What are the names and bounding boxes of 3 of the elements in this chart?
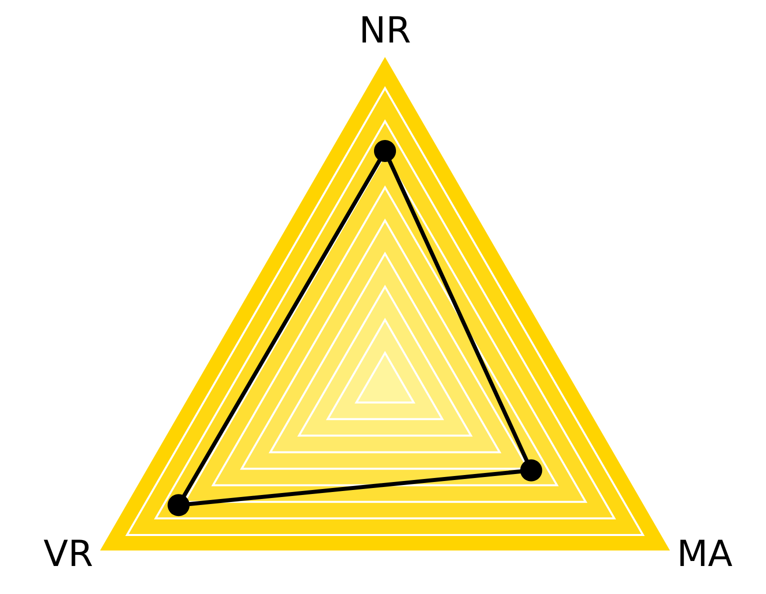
spoke-label: NR — [359, 10, 411, 52]
spoke-label: VR — [44, 534, 94, 575]
spoke-label: MA — [676, 534, 733, 575]
